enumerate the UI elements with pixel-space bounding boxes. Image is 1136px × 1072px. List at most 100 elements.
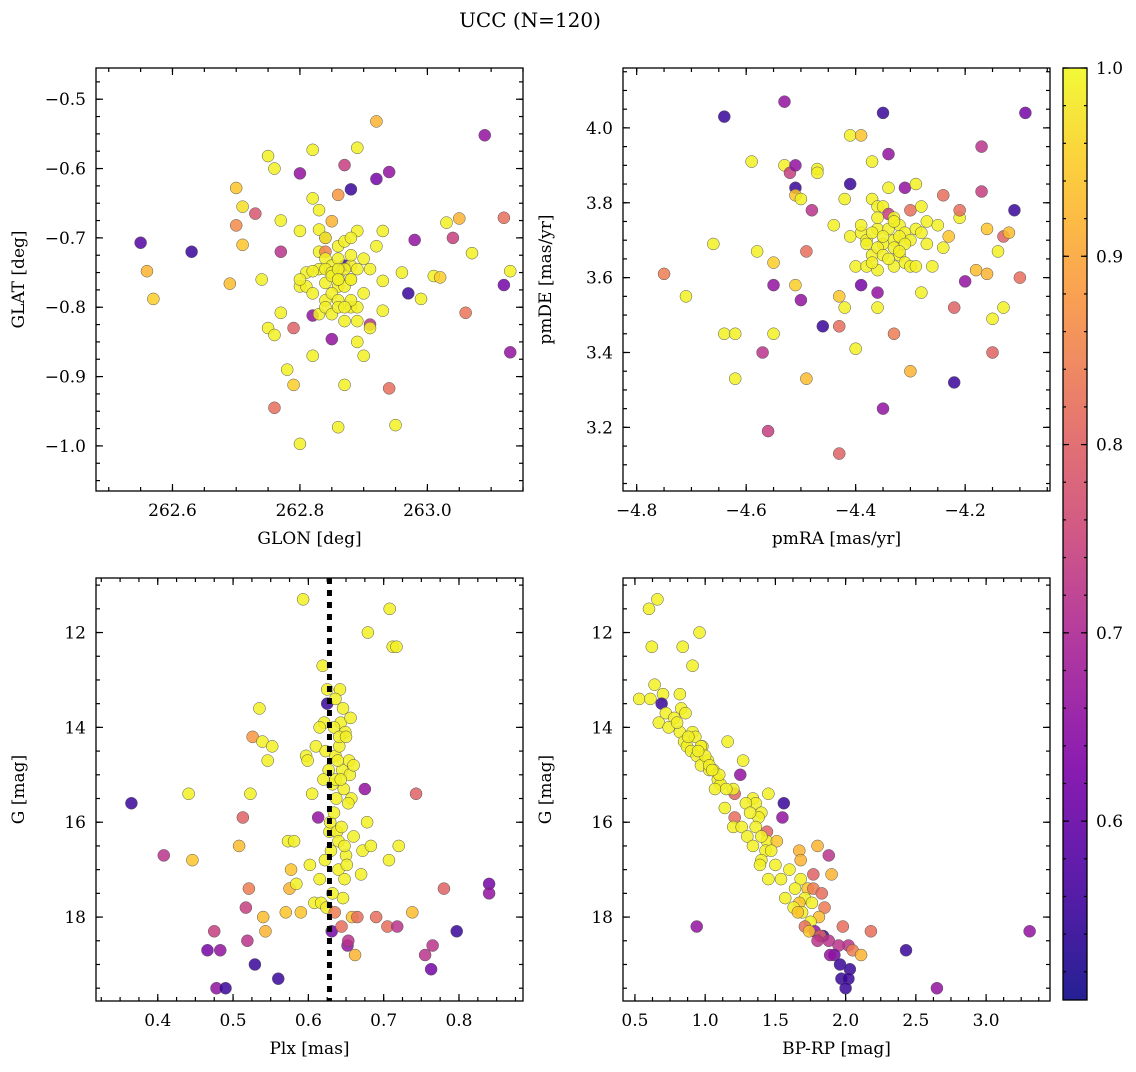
data-point [1023, 925, 1036, 938]
data-point [735, 820, 748, 834]
data-point [651, 593, 664, 606]
data-point [743, 806, 757, 819]
y-tick-label: 3.2 [586, 418, 613, 438]
data-point [822, 849, 836, 862]
data-point [261, 149, 275, 163]
data-point [465, 246, 479, 260]
data-point [893, 245, 906, 258]
data-point [686, 659, 699, 672]
data-point [261, 754, 274, 767]
data-point [232, 839, 246, 853]
data-point [679, 706, 692, 720]
data-point [930, 981, 944, 995]
data-point [832, 290, 846, 303]
data-point [728, 327, 742, 341]
data-point [832, 320, 846, 333]
data-point [958, 275, 972, 288]
data-point [937, 241, 950, 254]
data-point [865, 226, 879, 239]
data-point [293, 224, 307, 238]
data-point [1019, 106, 1032, 120]
data-point [344, 248, 358, 262]
data-point [354, 868, 368, 881]
data-point [453, 212, 466, 225]
parallax-magnitude-axes-frame [95, 577, 524, 1002]
data-point [778, 891, 792, 905]
data-point [791, 906, 805, 919]
data-point [497, 278, 511, 292]
colorbar-tick-label: 0.6 [1096, 812, 1123, 832]
data-point [482, 887, 496, 900]
data-point [242, 882, 256, 895]
data-point [915, 286, 928, 299]
data-point [370, 115, 383, 128]
data-point [648, 678, 661, 691]
data-point [776, 811, 789, 824]
data-point [942, 230, 955, 243]
proper-motion-x-axis-label: pmRA [mas/yr] [772, 529, 901, 549]
data-point [229, 181, 243, 195]
x-tick-label: −4.4 [835, 501, 876, 521]
data-point [331, 420, 345, 434]
colorbar-tick-label: 0.7 [1096, 624, 1123, 644]
data-point [676, 640, 689, 654]
data-point [274, 214, 288, 227]
y-tick-label: 3.4 [586, 343, 613, 363]
data-point [364, 839, 378, 853]
data-point [753, 858, 767, 872]
x-tick-label: 2.5 [902, 1011, 929, 1031]
data-point [865, 155, 879, 168]
data-point [236, 811, 250, 824]
data-point [838, 192, 851, 206]
proper-motion-axes-frame [622, 67, 1051, 492]
data-point [313, 721, 326, 734]
data-point [980, 267, 994, 281]
data-point [777, 797, 791, 810]
data-point [244, 787, 257, 801]
data-point [294, 906, 308, 919]
data-point [147, 292, 160, 306]
data-point [182, 787, 195, 801]
data-point [904, 204, 917, 217]
data-point [827, 218, 841, 232]
y-tick-label: 4.0 [586, 119, 613, 139]
data-point [1002, 226, 1016, 239]
data-point [408, 233, 421, 247]
data-point [383, 602, 396, 616]
data-point [344, 231, 358, 245]
data-point [864, 925, 878, 938]
data-point [741, 830, 754, 843]
y-tick-label: −0.8 [45, 298, 86, 318]
data-point [306, 349, 319, 363]
data-point [728, 372, 742, 385]
x-tick-label: 0.6 [295, 1011, 322, 1031]
parallax-magnitude-points [125, 593, 496, 995]
data-point [219, 981, 232, 995]
data-point [185, 245, 198, 259]
data-point [762, 787, 775, 801]
data-point [236, 238, 249, 252]
data-point [854, 278, 868, 292]
data-point [882, 181, 895, 195]
data-point [293, 167, 307, 180]
colorbar-tick-label: 0.8 [1096, 436, 1123, 456]
data-point [904, 364, 917, 378]
data-point [860, 237, 873, 251]
data-point [223, 277, 237, 290]
data-point [750, 245, 764, 258]
data-point [769, 858, 782, 872]
data-point [815, 887, 828, 900]
data-point [920, 215, 934, 228]
color-magnitude-y-axis-label: G [mag] [536, 755, 556, 824]
data-point [409, 787, 423, 801]
data-point [303, 858, 317, 872]
data-point [287, 321, 300, 335]
parallax-magnitude-panel: 0.4 0.5 0.6 0.7 0.8 12 14 16 18 Plx [mas] G [mag] [9, 577, 524, 1059]
x-tick-label: 0.5 [621, 1011, 648, 1031]
colorbar-tick-label: 1.0 [1096, 59, 1123, 79]
data-point [926, 260, 939, 273]
data-point [825, 868, 838, 881]
data-point [279, 906, 293, 919]
y-tick-label: 16 [591, 813, 613, 833]
